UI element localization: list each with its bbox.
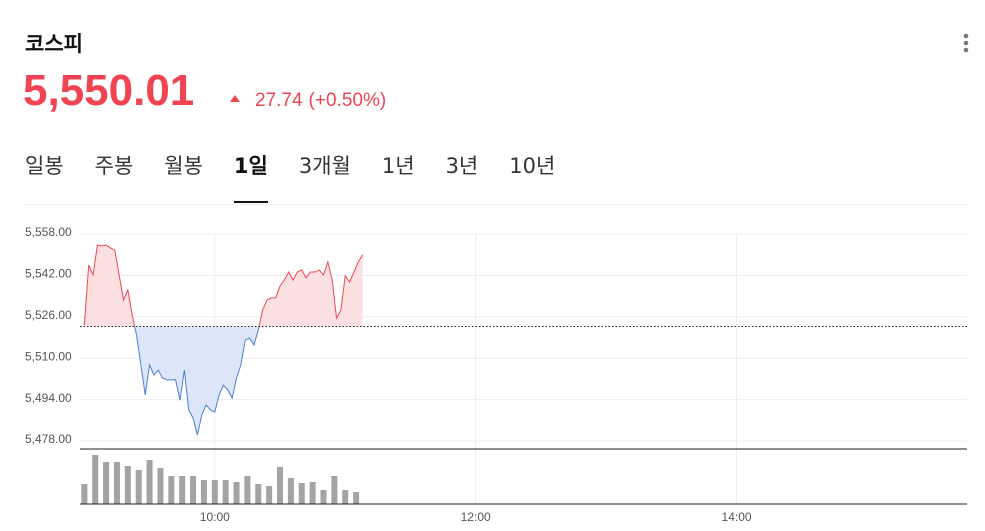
line-up [83,244,364,327]
y-tick-label: 5,478.00 [25,432,72,446]
volume-bar [222,480,229,504]
change-percent: (+0.50%) [308,90,387,111]
price: 5,550.01 [23,66,195,115]
tab[interactable]: 3년 [445,154,479,178]
volume-bar [190,476,197,504]
area-up [84,245,363,327]
tab[interactable]: 3개월 [298,154,351,178]
line-down [134,326,260,436]
x-tick-label: 12:00 [461,510,491,524]
volume-bar [200,480,207,504]
volume-bar [168,476,175,504]
area-down [134,326,260,436]
up-arrow [230,95,240,102]
volume-bar [255,484,262,504]
y-tick-label: 5,558.00 [25,225,72,239]
y-tick-label: 5,494.00 [25,391,72,405]
change: 27.74 (+0.50%) [255,90,386,112]
volume-bar [298,483,305,504]
y-tick-label: 5,542.00 [25,267,72,281]
tab[interactable]: 월봉 [164,154,203,178]
menu-button[interactable] [956,30,976,60]
volume-bar [277,467,284,504]
volume-bar [244,476,251,504]
index-title: 코스피 [25,32,83,56]
separator [25,204,967,205]
volume-bar [266,486,273,504]
volume-bar [287,478,294,504]
volume-bar [146,460,153,504]
volume-bar [320,490,327,504]
tabs: 일봉 주봉 월봉 1일 3개월 1년 3년 10년 [25,150,555,203]
volume-bar [103,462,110,504]
volume-bar [113,462,120,504]
volume-bar [211,480,218,504]
volume-bar [157,468,164,504]
change-value: 27.74 [255,90,303,111]
volume-bar [92,455,99,504]
tab[interactable]: 주봉 [94,154,134,178]
volume-bar [331,476,338,504]
tab[interactable]: 1일 [233,150,268,203]
volume-bar [342,490,349,504]
y-tick-label: 5,510.00 [25,349,72,363]
tab[interactable]: 1년 [381,154,415,178]
volume-bar [81,484,88,504]
volume-bar [124,466,131,504]
x-tick-label: 10:00 [200,510,230,524]
x-tick-label: 14:00 [722,510,752,524]
tab[interactable]: 일봉 [25,154,64,178]
volume-bar [135,470,142,504]
volume-bar [179,476,186,504]
y-tick-label: 5,526.00 [25,308,72,322]
tab[interactable]: 10년 [509,154,556,178]
volume-bar [233,482,240,504]
volume-bar [309,482,316,504]
volume-bar [353,492,360,504]
